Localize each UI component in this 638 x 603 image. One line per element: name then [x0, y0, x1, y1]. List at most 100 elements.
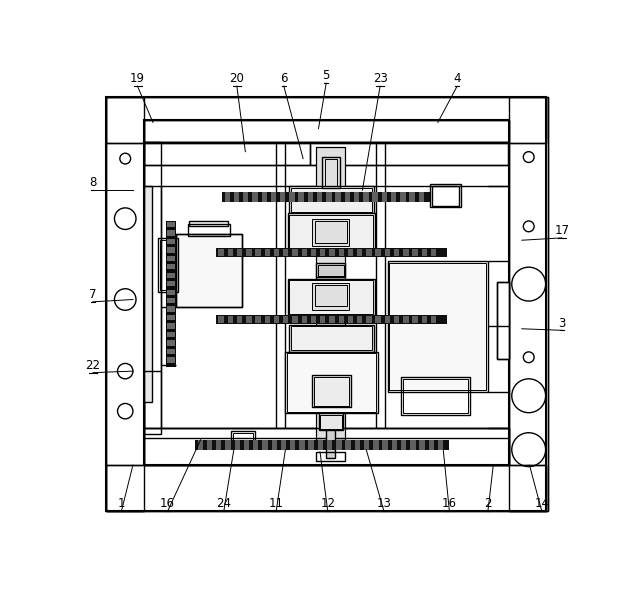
Text: 14: 14	[534, 497, 549, 511]
Bar	[430, 184, 461, 207]
Bar	[364, 440, 369, 450]
Bar	[106, 97, 546, 511]
Bar	[316, 147, 345, 440]
Bar	[315, 221, 347, 242]
Bar	[144, 142, 161, 434]
Bar	[188, 224, 230, 236]
Bar	[308, 192, 313, 202]
Bar	[237, 316, 242, 323]
Bar	[274, 316, 279, 323]
Bar	[167, 349, 175, 354]
Bar	[311, 248, 316, 256]
Bar	[291, 326, 373, 350]
Bar	[281, 440, 286, 450]
Bar	[329, 316, 335, 323]
Bar	[144, 120, 510, 142]
Bar	[497, 282, 510, 359]
Bar	[289, 192, 295, 202]
Bar	[355, 440, 360, 450]
Bar	[289, 280, 373, 314]
Bar	[403, 379, 468, 412]
Text: 6: 6	[280, 72, 288, 86]
Bar	[167, 273, 175, 278]
Bar	[232, 431, 255, 445]
Bar	[167, 230, 175, 236]
Bar	[373, 192, 378, 202]
Bar	[382, 192, 387, 202]
Bar	[235, 440, 240, 450]
Bar	[106, 97, 144, 511]
Bar	[106, 97, 546, 143]
Bar	[302, 316, 307, 323]
Text: 16: 16	[442, 497, 457, 511]
Bar	[394, 248, 399, 256]
Bar	[401, 440, 406, 450]
Bar	[166, 221, 176, 367]
Text: 2: 2	[484, 497, 492, 511]
Bar	[167, 340, 175, 346]
Text: 19: 19	[130, 72, 145, 86]
Bar	[262, 192, 267, 202]
Bar	[285, 352, 378, 414]
Text: 4: 4	[454, 72, 461, 86]
Bar	[167, 357, 175, 362]
Bar	[289, 215, 373, 248]
Bar	[243, 192, 248, 202]
Bar	[348, 248, 353, 256]
Bar	[316, 147, 345, 440]
Bar	[326, 431, 336, 458]
Bar	[336, 440, 341, 450]
Bar	[366, 316, 371, 323]
Bar	[106, 465, 546, 511]
Bar	[291, 188, 373, 212]
Bar	[336, 192, 341, 202]
Bar	[373, 440, 378, 450]
Bar	[318, 414, 343, 431]
Bar	[320, 316, 325, 323]
Bar	[167, 298, 175, 303]
Bar	[272, 440, 277, 450]
Text: 1: 1	[117, 497, 125, 511]
Bar	[265, 248, 270, 256]
Bar	[339, 316, 344, 323]
Bar	[376, 248, 381, 256]
Bar	[106, 97, 546, 143]
Text: 16: 16	[160, 497, 175, 511]
Bar	[167, 315, 175, 320]
Text: 24: 24	[216, 497, 232, 511]
Text: 17: 17	[554, 224, 569, 237]
Bar	[392, 440, 397, 450]
Text: 3: 3	[558, 317, 565, 330]
Bar	[289, 186, 374, 213]
Bar	[363, 192, 369, 202]
Bar	[255, 316, 261, 323]
Bar	[388, 261, 488, 392]
Bar	[345, 440, 351, 450]
Bar	[311, 316, 316, 323]
Bar	[167, 222, 175, 227]
Bar	[144, 428, 510, 465]
Bar	[400, 192, 406, 202]
Bar	[195, 440, 449, 450]
Bar	[299, 440, 305, 450]
Bar	[246, 316, 251, 323]
Bar	[316, 264, 345, 277]
Bar	[167, 256, 175, 261]
Bar	[290, 440, 295, 450]
Bar	[292, 316, 298, 323]
Bar	[233, 433, 253, 443]
Bar	[218, 248, 224, 256]
Bar	[315, 285, 347, 306]
Bar	[366, 248, 371, 256]
Bar	[225, 440, 231, 450]
Bar	[394, 316, 399, 323]
Bar	[274, 248, 279, 256]
Bar	[167, 332, 175, 337]
Bar	[287, 353, 376, 412]
Bar	[410, 192, 415, 202]
Bar	[510, 97, 548, 511]
Bar	[207, 440, 212, 450]
Bar	[246, 248, 251, 256]
Bar	[329, 248, 335, 256]
Text: 5: 5	[323, 69, 330, 83]
